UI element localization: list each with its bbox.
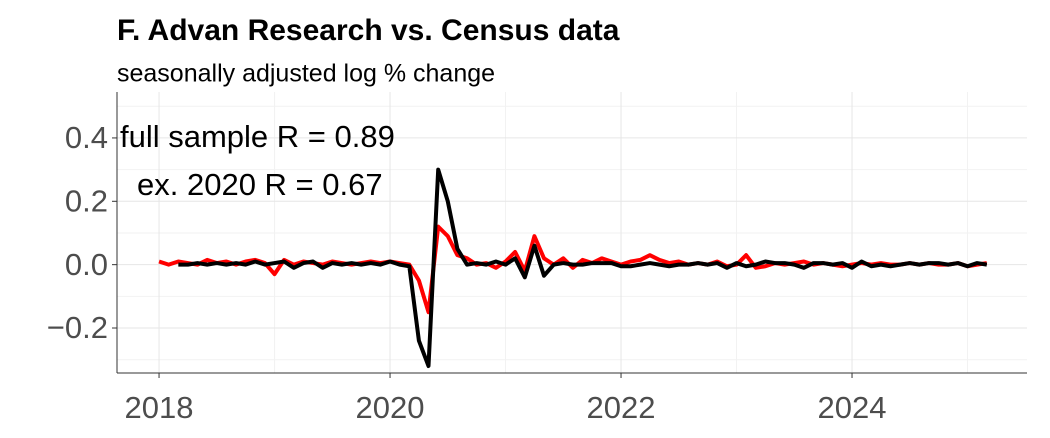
series-line [178,167,988,369]
annotation: ex. 2020 R = 0.67 [137,167,383,202]
y-tick-label: 0.0 [65,247,108,282]
annotation: full sample R = 0.89 [120,119,395,154]
y-tick-label: 0.4 [65,120,108,155]
x-tick-label: 2024 [818,390,887,425]
y-tick-label: −0.2 [47,310,108,345]
y-tick-label: 0.2 [65,183,108,218]
chart-title: F. Advan Research vs. Census data [117,14,620,47]
x-tick-label: 2022 [587,390,656,425]
series-line [158,224,988,315]
x-tick-label: 2020 [356,390,425,425]
x-tick-label: 2018 [125,390,194,425]
chart-subtitle: seasonally adjusted log % change [117,60,495,88]
